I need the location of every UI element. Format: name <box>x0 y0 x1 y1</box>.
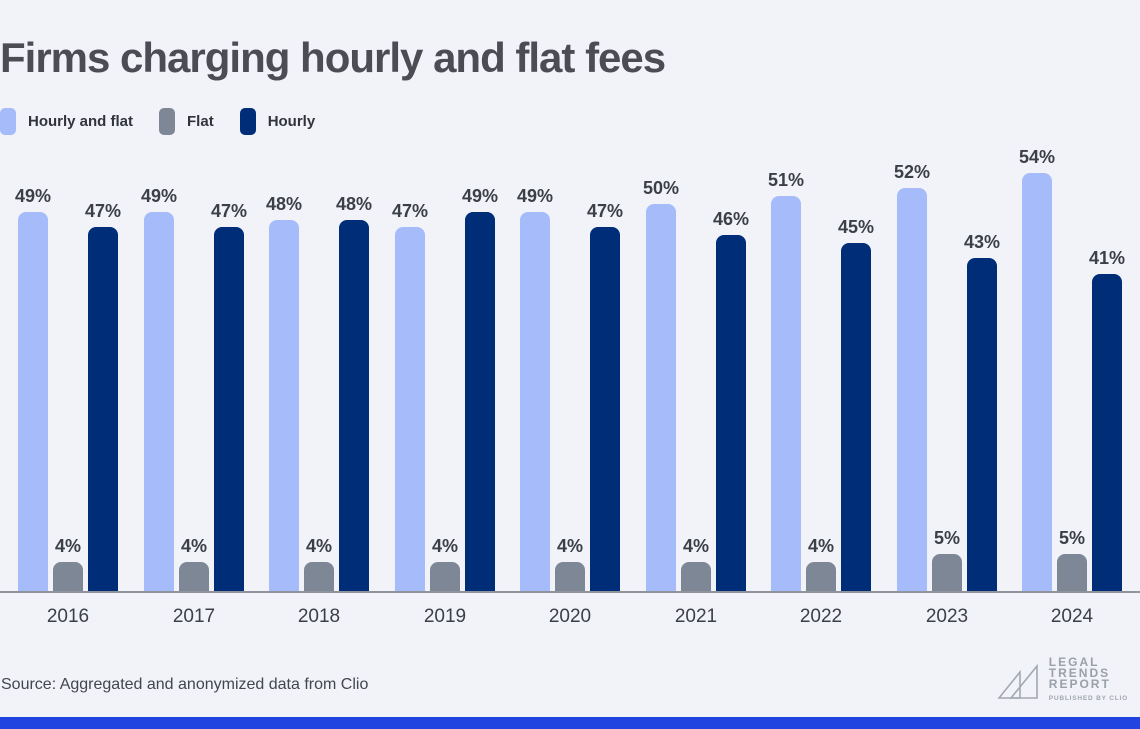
bar-hourly-and-flat <box>144 212 174 593</box>
legend-item-flat: Flat <box>159 108 214 135</box>
x-axis-line <box>0 591 1140 593</box>
bar-value-label: 48% <box>335 194 373 214</box>
bar-value-label: 48% <box>265 194 303 214</box>
bar-hourly-and-flat <box>18 212 48 593</box>
x-axis-label: 2019 <box>423 606 467 627</box>
bar-hourly-and-flat <box>646 204 676 593</box>
bar-hourly-and-flat <box>771 196 801 593</box>
x-axis-label: 2022 <box>799 606 843 627</box>
bar-group-2017: 49% 4% 47% 2017 <box>140 0 248 627</box>
bar-value-label: 5% <box>933 528 961 548</box>
bar-value-label: 50% <box>642 178 680 198</box>
bar-value-label: 43% <box>963 232 1001 252</box>
bar-hourly-and-flat <box>1022 173 1052 593</box>
bar-value-label: 4% <box>54 536 82 556</box>
bar-value-label: 54% <box>1018 147 1056 167</box>
bar-flat <box>806 562 836 593</box>
bar-hourly-and-flat <box>269 220 299 593</box>
legend-swatch-flat <box>159 108 176 135</box>
x-axis-label: 2018 <box>297 606 341 627</box>
bar-hourly <box>214 227 244 593</box>
bar-flat <box>1057 554 1087 593</box>
logo-text: LEGAL TRENDS REPORT PUBLISHED BY CLIO <box>1048 655 1128 702</box>
bar-value-label: 49% <box>516 186 554 206</box>
plot-area: 49% 4% 47% 2016 49% 4% 47% 2017 48% 4% 48% 2018 47% 4… <box>14 0 1126 627</box>
legend-label: Flat <box>187 113 214 130</box>
x-axis-label: 2023 <box>925 606 969 627</box>
bar-value-label: 4% <box>556 536 584 556</box>
legal-trends-report-logo: LEGAL TRENDS REPORT PUBLISHED BY CLIO <box>996 655 1128 702</box>
bar-hourly <box>841 243 871 593</box>
x-axis-label: 2024 <box>1050 606 1094 627</box>
bar-value-label: 49% <box>14 186 52 206</box>
triangles-logo-icon <box>997 663 1038 699</box>
bar-value-label: 47% <box>586 201 624 221</box>
bar-value-label: 45% <box>837 217 875 237</box>
bar-group-2019: 47% 4% 49% 2019 <box>391 0 499 627</box>
legend-swatch-hourly-and-flat <box>0 108 16 135</box>
legend-swatch-hourly <box>239 108 256 135</box>
bar-hourly <box>339 220 369 593</box>
bar-value-label: 52% <box>893 162 931 182</box>
bar-hourly <box>967 258 997 593</box>
logo-line: TRENDS <box>1048 666 1111 680</box>
bar-flat <box>179 562 209 593</box>
legend-item-hourly-and-flat: Hourly and flat <box>0 108 133 135</box>
bar-value-label: 41% <box>1088 248 1126 268</box>
bar-value-label: 46% <box>712 209 750 229</box>
bar-hourly <box>590 227 620 593</box>
bar-value-label: 47% <box>210 201 248 221</box>
bar-group-2018: 48% 4% 48% 2018 <box>265 0 373 627</box>
bar-value-label: 5% <box>1058 528 1086 548</box>
bar-flat <box>932 554 962 593</box>
logo-tagline: PUBLISHED BY CLIO <box>1048 695 1128 702</box>
bar-flat <box>304 562 334 593</box>
bar-group-2024: 54% 5% 41% 2024 <box>1018 0 1126 627</box>
bar-hourly-and-flat <box>395 227 425 593</box>
x-axis-label: 2021 <box>674 606 718 627</box>
bar-hourly-and-flat <box>897 188 927 593</box>
bottom-accent-bar <box>0 717 1140 729</box>
legend-item-hourly: Hourly <box>239 108 316 135</box>
logo-line: LEGAL <box>1048 655 1100 669</box>
bar-value-label: 4% <box>305 536 333 556</box>
bar-group-2021: 50% 4% 46% 2021 <box>642 0 750 627</box>
legend-label: Hourly <box>267 113 316 130</box>
bar-value-label: 4% <box>807 536 835 556</box>
bar-value-label: 51% <box>767 170 805 190</box>
bar-value-label: 49% <box>461 186 499 206</box>
bar-value-label: 47% <box>391 201 429 221</box>
bar-flat <box>681 562 711 593</box>
bar-hourly <box>1092 274 1122 593</box>
legend-label: Hourly and flat <box>28 113 134 130</box>
bar-group-2016: 49% 4% 47% 2016 <box>14 0 122 627</box>
logo-line: REPORT <box>1048 677 1111 691</box>
bar-value-label: 49% <box>140 186 178 206</box>
chart-title: Firms charging hourly and flat fees <box>0 34 666 81</box>
bar-flat <box>53 562 83 593</box>
bar-hourly <box>716 235 746 593</box>
bar-hourly <box>88 227 118 593</box>
x-axis-label: 2017 <box>172 606 216 627</box>
bar-flat <box>430 562 460 593</box>
bar-value-label: 47% <box>84 201 122 221</box>
bar-value-label: 4% <box>180 536 208 556</box>
bar-group-2023: 52% 5% 43% 2023 <box>893 0 1001 627</box>
bar-hourly <box>465 212 495 593</box>
bar-hourly-and-flat <box>520 212 550 593</box>
bar-group-2022: 51% 4% 45% 2022 <box>767 0 875 627</box>
source-note: Source: Aggregated and anonymized data f… <box>1 676 369 693</box>
x-axis-label: 2016 <box>46 606 90 627</box>
bar-value-label: 4% <box>682 536 710 556</box>
legend: Hourly and flat Flat Hourly <box>0 108 315 135</box>
bar-group-2020: 49% 4% 47% 2020 <box>516 0 624 627</box>
x-axis-label: 2020 <box>548 606 592 627</box>
bar-flat <box>555 562 585 593</box>
bar-value-label: 4% <box>431 536 459 556</box>
